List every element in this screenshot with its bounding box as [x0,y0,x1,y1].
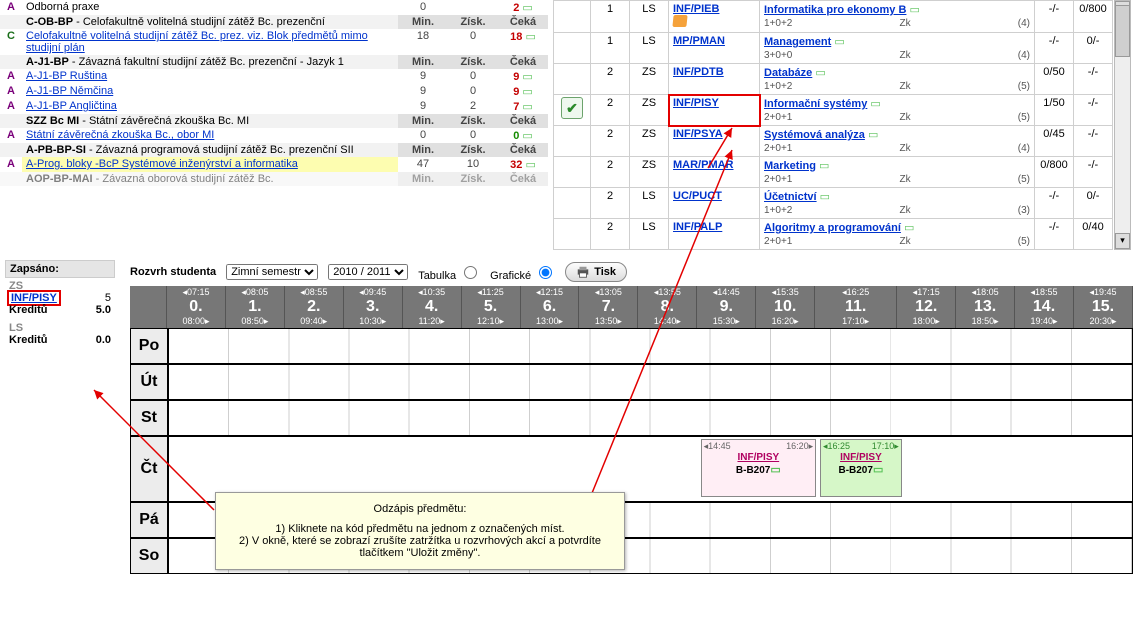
plan-item-link[interactable]: Celofakultně volitelná studijní zátěž Bc… [26,30,368,54]
subject-list-panel: 1 LS INF/PIEB Informatika pro ekonomy B … [553,0,1133,250]
subject-name-link[interactable]: Marketing [764,160,816,172]
schedule-title: Rozvrh studenta [130,266,216,278]
plan-item-link[interactable]: A-Prog. bloky -BcP Systémové inženýrství… [26,158,298,170]
enrolled-subject-credits: 5 [105,292,111,304]
day-label: So [131,539,169,573]
vertical-scrollbar[interactable]: ▴ ▾ [1114,0,1131,250]
schedule-toolbar: Rozvrh studenta Zimní semestr 2010 / 201… [130,260,1133,286]
day-label: Po [131,329,169,363]
subject-name-link[interactable]: Algoritmy a programování [764,222,901,234]
day-cells[interactable] [169,365,1132,399]
comment-icon[interactable]: ▭ [870,98,880,110]
schedule-event[interactable]: ◂14:4516:20▸INF/PISYB-B207▭ [701,439,817,497]
enrolled-title: Zapsáno: [5,260,115,278]
view-graphic-radio[interactable]: Grafické [490,263,555,282]
subject-code-link[interactable]: INF/PIEB [673,3,719,15]
scroll-down-arrow[interactable]: ▾ [1115,233,1130,249]
day-label: Čt [131,437,169,501]
comment-icon[interactable]: ▭ [522,2,532,14]
view-table-radio[interactable]: Tabulka [418,263,480,282]
tooltip-title: Odzápis předmětu: [230,503,610,515]
subject-code-link[interactable]: INF/PALP [673,221,722,233]
credits-label: Kreditů [9,304,48,316]
subject-code-link[interactable]: MP/PMAN [673,35,725,47]
flag-icon [672,15,687,27]
credits-ls-value: 0.0 [96,334,111,346]
study-plan-panel: AOdborná praxe02 ▭C-OB-BP - Celofakultně… [0,0,548,186]
credits-label-ls: Kreditů [9,334,48,346]
day-label: St [131,401,169,435]
plan-item-link[interactable]: A-J1-BP Němčina [26,85,113,97]
semester-zs-label: ZS [9,280,111,292]
day-cells[interactable] [169,329,1132,363]
plan-item-link[interactable]: Státní závěrečná zkouška Bc., obor MI [26,129,214,141]
day-cells[interactable] [169,401,1132,435]
comment-icon[interactable]: ▭ [904,222,914,234]
year-select[interactable]: 2010 / 2011 [328,264,408,280]
comment-icon[interactable]: ▭ [522,71,532,83]
day-label: Út [131,365,169,399]
tooltip-line-2: 2) V okně, které se zobrazí zrušíte zatr… [230,535,610,559]
credits-zs-value: 5.0 [96,304,111,316]
plan-item-link[interactable]: A-J1-BP Ruština [26,70,107,82]
schedule-event[interactable]: ◂16:2517:10▸INF/PISYB-B207▭ [820,439,902,497]
subject-name-link[interactable]: Informatika pro ekonomy B [764,4,906,16]
subject-code-link[interactable]: MAR/PMAR [673,159,734,171]
print-button[interactable]: Tisk [565,262,627,282]
subject-code-link[interactable]: UC/PUCT [673,190,722,202]
tooltip-line-1: 1) Kliknete na kód předmětu na jednom z … [230,523,610,535]
comment-icon[interactable]: ▭ [522,86,532,98]
comment-icon[interactable]: ▭ [868,129,878,141]
subject-name-link[interactable]: Databáze [764,67,812,79]
semester-ls-label: LS [9,322,111,334]
enrolled-sidebar: Zapsáno: ZS INF/PISY 5 Kreditů 5.0 LS Kre… [5,260,115,348]
day-label: Pá [131,503,169,537]
comment-icon[interactable]: ▭ [819,160,829,172]
print-label: Tisk [594,266,616,278]
subject-name-link[interactable]: Systémová analýza [764,129,865,141]
enrolled-subject-link[interactable]: INF/PISY [11,292,57,304]
enrolled-check-icon[interactable]: ✔ [561,97,583,119]
semester-select[interactable]: Zimní semestr [226,264,318,280]
comment-icon[interactable]: ▭ [525,31,535,43]
comment-icon[interactable]: ▭ [834,36,844,48]
comment-icon[interactable]: ▭ [522,130,532,142]
instruction-tooltip: Odzápis předmětu: 1) Kliknete na kód pře… [215,492,625,570]
subject-code-link[interactable]: INF/PDTB [673,66,724,78]
subject-name-link[interactable]: Informační systémy [764,98,867,110]
comment-icon[interactable]: ▭ [525,159,535,171]
comment-icon[interactable]: ▭ [909,4,919,16]
comment-icon[interactable]: ▭ [522,101,532,113]
scroll-thumb[interactable] [1115,5,1130,57]
subject-name-link[interactable]: Účetnictví [764,191,817,203]
plan-item-link[interactable]: A-J1-BP Angličtina [26,100,117,112]
comment-icon[interactable]: ▭ [820,191,830,203]
subject-code-link[interactable]: INF/PISY [673,97,719,109]
printer-icon [576,265,590,279]
subject-name-link[interactable]: Management [764,36,831,48]
time-header: ◂07:150.08:00▸◂08:051.08:50▸◂08:552.09:4… [130,286,1133,328]
comment-icon[interactable]: ▭ [815,67,825,79]
subject-code-link[interactable]: INF/PSYA [673,128,723,140]
